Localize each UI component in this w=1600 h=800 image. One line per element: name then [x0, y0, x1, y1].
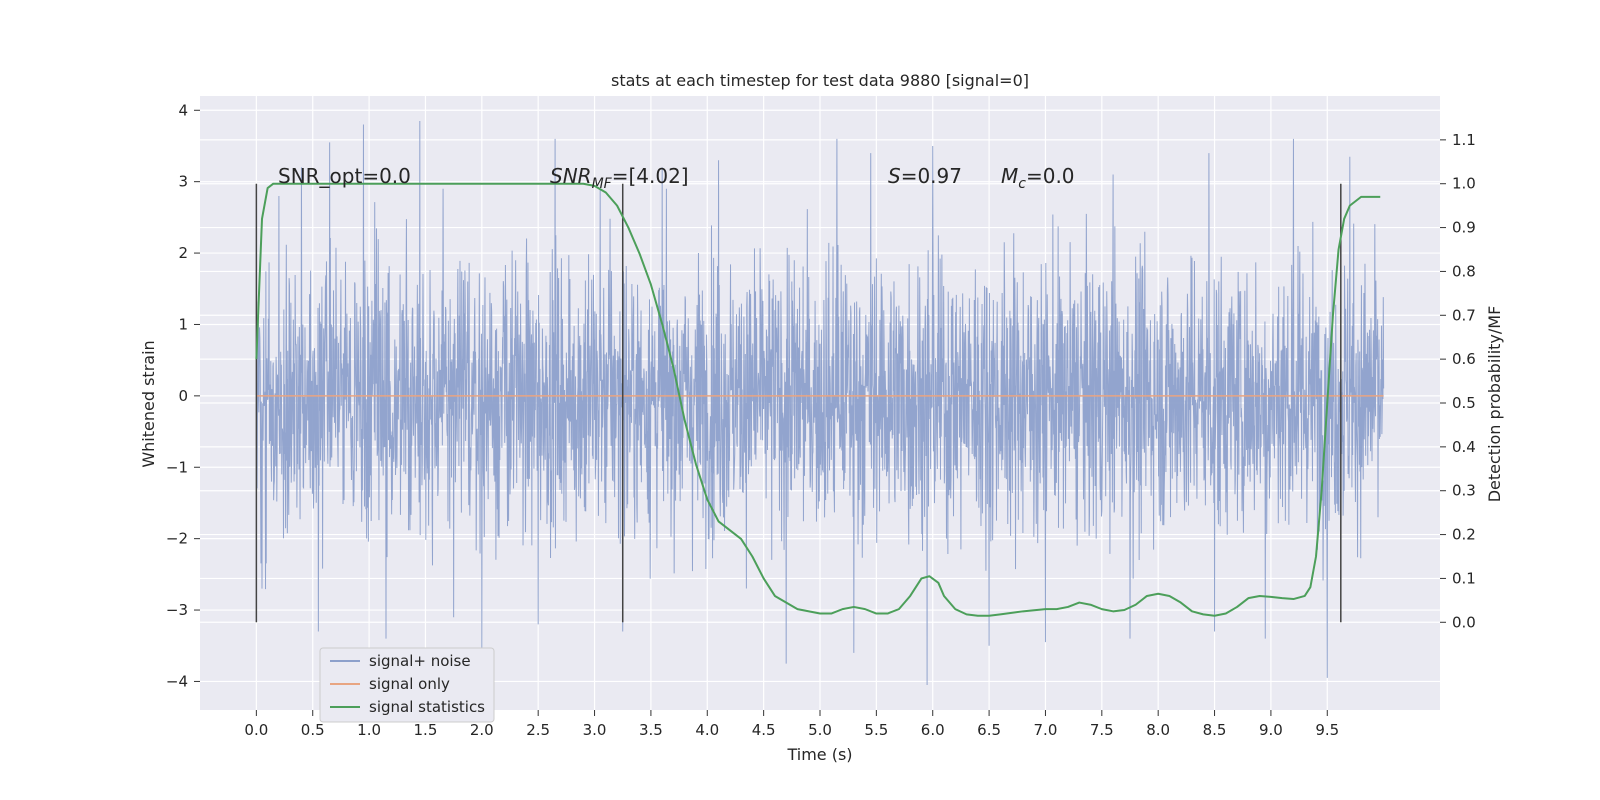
x-tick-label: 9.0 — [1259, 721, 1283, 739]
x-tick-label: 1.5 — [414, 721, 438, 739]
snr-mf-main: SNR — [550, 164, 592, 188]
x-axis-label: Time (s) — [786, 745, 852, 764]
y-right-axis-label: Detection probability/MF — [1485, 306, 1504, 503]
x-tick-label: 0.0 — [244, 721, 268, 739]
x-tick-label: 9.5 — [1315, 721, 1339, 739]
y-tick-label: −2 — [166, 530, 188, 548]
s-value: =0.97 — [901, 164, 962, 188]
snr-mf-annotation: SNRMF=[4.02] — [550, 164, 689, 192]
y-right-tick-label: 1.1 — [1452, 131, 1476, 149]
x-tick-label: 4.0 — [695, 721, 719, 739]
legend-label-stats: signal statistics — [369, 698, 485, 716]
y-tick-label: −3 — [166, 601, 188, 619]
x-tick-label: 3.0 — [583, 721, 607, 739]
y-right-tick-label: 1.0 — [1452, 175, 1476, 193]
x-tick-label: 6.0 — [921, 721, 945, 739]
x-tick-label: 7.0 — [1034, 721, 1058, 739]
snr-opt-annotation: SNR_opt=0.0 — [278, 164, 411, 188]
y-right-tick-label: 0.4 — [1452, 438, 1476, 456]
mc-main: M — [1001, 164, 1018, 188]
y-right-tick-label: 0.2 — [1452, 526, 1476, 544]
y-right-tick-label: 0.3 — [1452, 482, 1476, 500]
statistics-series — [255, 182, 1381, 617]
x-tick-label: 8.5 — [1203, 721, 1227, 739]
x-tick-label: 1.0 — [357, 721, 381, 739]
y-right-tick-label: 0.6 — [1452, 350, 1476, 368]
y-tick-label: 4 — [178, 101, 188, 119]
y-tick-label: 3 — [178, 173, 188, 191]
s-main: S — [888, 164, 901, 188]
y-right-tick-label: 0.5 — [1452, 394, 1476, 412]
y-axis-label: Whitened strain — [139, 340, 158, 467]
noise-series — [255, 120, 1385, 686]
y-right-tick-label: 0.9 — [1452, 219, 1476, 237]
legend-box — [319, 647, 495, 723]
y-tick-label: 1 — [178, 315, 188, 333]
y-right-tick-label: 0.7 — [1452, 306, 1476, 324]
vertical-markers — [255, 183, 1342, 623]
x-tick-label: 7.5 — [1090, 721, 1114, 739]
snr-mf-value: =[4.02] — [612, 164, 689, 188]
y-tick-label: 2 — [178, 244, 188, 262]
legend-label-signal: signal only — [369, 675, 450, 693]
x-tick-label: 2.0 — [470, 721, 494, 739]
x-tick-label: 8.0 — [1146, 721, 1170, 739]
mc-value: =0.0 — [1026, 164, 1075, 188]
axes: 0.0 0.5 1.0 1.5 2.0 2.5 3.0 3.5 4.0 4.5 5.0 5.5 6.0 6… — [166, 101, 1476, 739]
noise-series-line — [255, 120, 1385, 686]
y-right-tick-label: 0.0 — [1452, 613, 1476, 631]
s-annotation: S=0.97 — [888, 164, 962, 188]
x-tick-label: 5.5 — [864, 721, 888, 739]
x-tick-label: 0.5 — [301, 721, 325, 739]
y-tick-label: −4 — [166, 672, 188, 690]
x-tick-label: 4.5 — [752, 721, 776, 739]
y-right-tick-label: 0.8 — [1452, 262, 1476, 280]
mc-sub: c — [1018, 176, 1026, 192]
y-tick-label: 0 — [178, 387, 188, 405]
statistics-line — [255, 182, 1381, 617]
mc-annotation: Mc=0.0 — [1001, 164, 1075, 192]
snr-mf-sub: MF — [592, 176, 613, 192]
x-tick-label: 3.5 — [639, 721, 663, 739]
legend: signal+ noise signal only signal statist… — [319, 647, 495, 723]
chart-title: stats at each timestep for test data 988… — [611, 71, 1029, 90]
y-right-tick-label: 0.1 — [1452, 569, 1476, 587]
legend-label-noise: signal+ noise — [369, 652, 471, 670]
x-tick-label: 2.5 — [526, 721, 550, 739]
y-tick-label: −1 — [166, 458, 188, 476]
x-tick-label: 6.5 — [977, 721, 1001, 739]
x-tick-label: 5.0 — [808, 721, 832, 739]
